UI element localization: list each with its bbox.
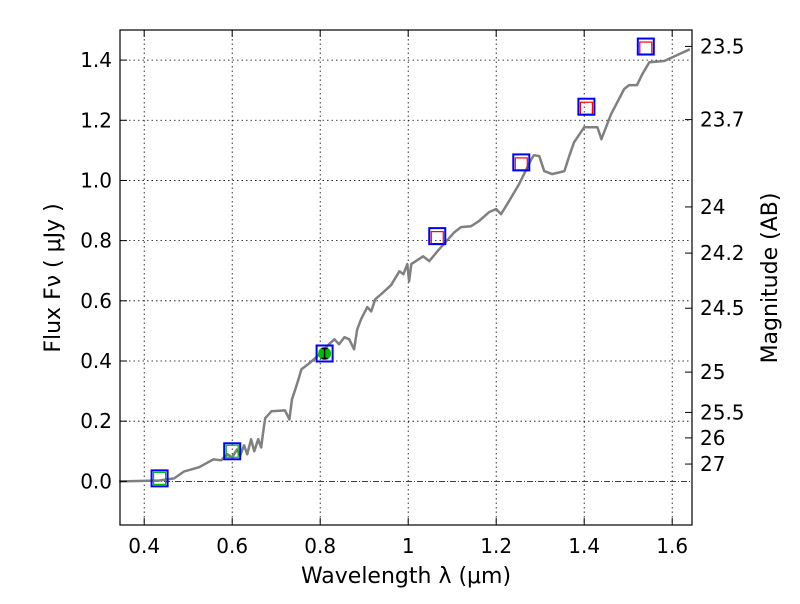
right-tick-label: 25.5 bbox=[700, 400, 745, 424]
model-flux-marker bbox=[150, 469, 169, 488]
model-flux-marker bbox=[636, 37, 655, 56]
ticks: 0.4 0.6 0.8 1 1.2 1.4 1.6 0.0 0.2 0.4 0.6 0.8 1.0 1.2… bbox=[80, 30, 745, 558]
error-bar bbox=[321, 347, 328, 360]
x-tick-label: 1 bbox=[402, 534, 415, 558]
model-flux-marker bbox=[315, 344, 334, 363]
y-tick-label: 1.0 bbox=[80, 168, 112, 192]
x-tick-label: 0.6 bbox=[216, 534, 248, 558]
model-flux-marker bbox=[512, 153, 531, 172]
y-tick-label: 0.8 bbox=[80, 229, 112, 253]
x-tick-label: 0.4 bbox=[128, 534, 160, 558]
right-tick-label: 24.5 bbox=[700, 296, 745, 320]
x-axis-label: Wavelength λ (μm) bbox=[301, 564, 511, 589]
observed-flux-marker bbox=[153, 471, 167, 485]
right-tick-label: 23.5 bbox=[700, 34, 745, 58]
right-tick-label: 25 bbox=[700, 360, 725, 384]
y-tick-label: 0.0 bbox=[80, 469, 112, 493]
y-right-axis-label: Magnitude (AB) bbox=[758, 193, 783, 364]
right-tick-label: 27 bbox=[700, 452, 725, 476]
right-tick-label: 24 bbox=[700, 195, 725, 219]
spectrum-line bbox=[119, 48, 691, 483]
observed-flux-marker bbox=[225, 444, 239, 458]
model-flux-marker bbox=[577, 97, 596, 116]
x-tick-label: 1.4 bbox=[568, 534, 600, 558]
right-tick-label: 26 bbox=[700, 426, 725, 450]
model-flux-marker bbox=[223, 442, 242, 461]
y-axis-label: Flux Fν ( μJy ) bbox=[41, 203, 66, 352]
model-flux-marker bbox=[428, 227, 447, 246]
x-tick-label: 1.6 bbox=[656, 534, 688, 558]
y-tick-label: 0.2 bbox=[80, 409, 112, 433]
x-tick-label: 0.8 bbox=[304, 534, 336, 558]
y-tick-label: 0.6 bbox=[80, 289, 112, 313]
right-tick-label: 23.7 bbox=[700, 108, 745, 132]
y-tick-label: 0.4 bbox=[80, 349, 112, 373]
y-tick-label: 1.4 bbox=[80, 48, 112, 72]
y-tick-label: 1.2 bbox=[80, 108, 112, 132]
plot-frame bbox=[119, 29, 693, 526]
plot-area bbox=[119, 37, 691, 488]
x-tick-label: 1.2 bbox=[480, 534, 512, 558]
right-tick-label: 24.2 bbox=[700, 241, 745, 265]
